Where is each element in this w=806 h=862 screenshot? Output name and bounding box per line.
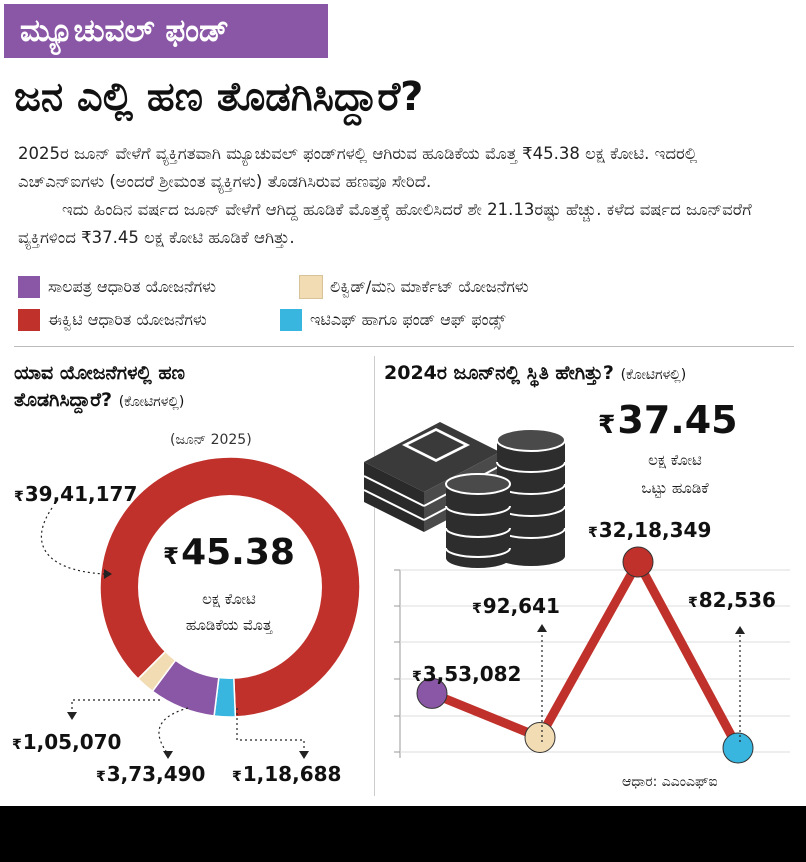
donut-center-line-2: ಹೂಡಿಕೆಯ ಮೊತ್ತ [185,616,273,634]
line-series-path [430,552,742,751]
rupee-symbol: ₹ [598,410,616,439]
bottom-bar [0,806,806,862]
legend-label-etf: ಇಟಿಎಫ್ ಹಾಗೂ ಫಂಡ್ ಆಫ್ ಫಂಡ್ಸ್ [310,310,506,329]
line-point-equity [622,546,654,578]
charts-canvas [40,422,790,764]
donut-center-caption: ಲಕ್ಷ ಕೋಟಿ ಹೂಡಿಕೆಯ ಮೊತ್ತ [144,586,314,638]
left-date-note: (ಜೂನ್ 2025) [170,432,252,448]
section-divider [14,346,794,347]
line-label-equity: ₹32,18,349 [588,518,712,542]
legend-swatch-equity [18,309,40,331]
left-title-line-2: ತೊಡಗಿಸಿದ್ದಾರೆ? (ಕೋಟಿಗಳಲ್ಲಿ) [14,387,185,416]
intro-paragraph-1: 2025ರ ಜೂನ್ ವೇಳೆಗೆ ವ್ಯಕ್ತಿಗತವಾಗಿ ಮ್ಯೂಚುವಲ… [18,144,698,191]
donut-label-etf: ₹1,18,688 [232,762,342,786]
legend-item-liquid: ಲಿಕ್ವಿಡ್/ಮನಿ ಮಾರ್ಕೆಟ್ ಯೋಜನೆಗಳು [299,275,529,299]
legend-label-equity: ಈಕ್ವಿಟಿ ಆಧಾರಿತ ಯೋಜನೆಗಳು [48,310,207,329]
right-section-title: 2024ರ ಜೂನ್‌ನಲ್ಲಿ ಸ್ಥಿತಿ ಹೇಗಿತ್ತು? (ಕೋಟಿಗ… [384,360,686,389]
line-point-debt [416,677,448,709]
headline: ಜನ ಎಲ್ಲಿ ಹಣ ತೊಡಗಿಸಿದ್ದಾರೆ? [14,74,424,120]
legend-item-etf: ಇಟಿಎಫ್ ಹಾಗೂ ಫಂಡ್ ಆಫ್ ಫಂಡ್ಸ್ [280,309,505,331]
donut-label-liquid: ₹1,05,070 [12,730,122,754]
total-2024: ₹37.45 [598,398,738,442]
donut-label-debt: ₹3,73,490 [96,762,206,786]
donut-center-value: 45.38 [181,532,295,573]
total-2024-line-1: ಲಕ್ಷ ಕೋಟಿ [648,451,702,469]
line-series [430,552,742,751]
donut-label-equity: ₹39,41,177 [14,482,138,506]
leader-debt [158,707,189,755]
left-title-unit: (ಕೋಟಿಗಳಲ್ಲಿ) [118,394,185,410]
left-title-text: ತೊಡಗಿಸಿದ್ದಾರೆ? [14,389,113,411]
donut-center-line-1: ಲಕ್ಷ ಕೋಟಿ [202,590,256,608]
total-2024-caption: ಲಕ್ಷ ಕೋಟಿ ಒಟ್ಟು ಹೂಡಿಕೆ [600,446,750,502]
donut-hole [138,495,322,679]
legend-swatch-debt [18,276,40,298]
line-points [416,546,754,764]
line-point-etf [722,732,754,764]
line-label-liquid: ₹92,641 [472,594,560,618]
leader-equity [40,507,105,575]
right-title-unit: (ಕೋಟಿಗಳಲ್ಲಿ) [620,367,687,383]
legend-label-liquid: ಲಿಕ್ವಿಡ್/ಮನಿ ಮಾರ್ಕೆಟ್ ಯೋಜನೆಗಳು [330,277,529,296]
leader-arrowheads [67,569,745,759]
source-note: ಆಧಾರ: ಎಎಂಎಫ್‌ಐ [622,774,718,790]
donut-chart [99,456,361,718]
stack-illustration [363,422,566,568]
donut-center-amount: ₹45.38 [154,532,304,573]
leader-lines [40,507,741,755]
total-2024-value: 37.45 [617,398,738,442]
line-point-liquid [524,721,556,753]
leader-liquid [71,699,160,714]
line-label-etf: ₹82,536 [688,588,776,612]
left-section-title: ಯಾವ ಯೋಜನೆಗಳಲ್ಲಿ ಹಣ ತೊಡಗಿಸಿದ್ದಾರೆ? (ಕೋಟಿಗ… [14,360,185,416]
legend-swatch-liquid [299,275,323,299]
total-2024-line-2: ಒಟ್ಟು ಹೂಡಿಕೆ [641,479,709,497]
line-chart [394,546,790,764]
line-label-debt: ₹3,53,082 [412,662,522,686]
legend-swatch-etf [280,309,302,331]
left-title-line-1: ಯಾವ ಯೋಜನೆಗಳಲ್ಲಿ ಹಣ [14,362,186,384]
rupee-symbol: ₹ [163,544,180,570]
intro-paragraph-2: ಇದು ಹಿಂದಿನ ವರ್ಷದ ಜೂನ್ ವೇಳೆಗೆ ಆಗಿದ್ದ ಹೂಡಿ… [18,200,752,247]
coin-stack-left-icon [445,473,511,568]
topic-tag: ಮ್ಯೂಚುವಲ್ ಫಂಡ್ [4,4,328,58]
column-divider [374,356,375,796]
legend-item-debt: ಸಾಲಪತ್ರ ಆಧಾರಿತ ಯೋಜನೆಗಳು [18,276,216,298]
right-title-text: 2024ರ ಜೂನ್‌ನಲ್ಲಿ ಸ್ಥಿತಿ ಹೇಗಿತ್ತು? [384,362,614,384]
legend-label-debt: ಸಾಲಪತ್ರ ಆಧಾರಿತ ಯೋಜನೆಗಳು [48,277,216,296]
intro-text: 2025ರ ಜೂನ್ ವೇಳೆಗೆ ವ್ಯಕ್ತಿಗತವಾಗಿ ಮ್ಯೂಚುವಲ… [18,140,788,252]
legend-item-equity: ಈಕ್ವಿಟಿ ಆಧಾರಿತ ಯೋಜನೆಗಳು [18,309,207,331]
leader-etf [236,708,305,754]
